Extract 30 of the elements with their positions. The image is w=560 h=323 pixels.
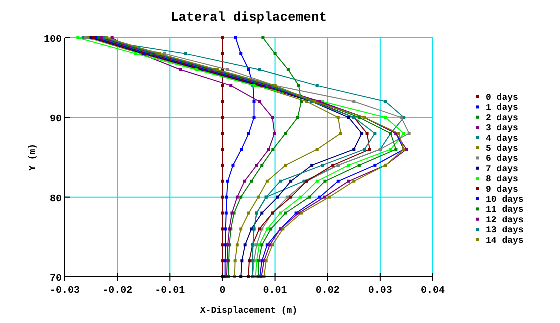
legend-label: 6 days [486,154,518,164]
legend-label: 4 days [486,134,518,144]
y-tick-label: 80 [50,194,62,206]
legend-label: 14 days [486,236,524,246]
legend-label: 1 days [486,103,518,114]
legend-label: 2 days [486,113,518,124]
y-tick-label: 100 [44,35,62,46]
legend-label: 13 days [486,226,524,236]
x-tick-label: 0.03 [368,286,392,297]
legend-label: 0 days [486,93,518,103]
legend-label: 8 days [486,174,518,185]
x-tick-label: 0.04 [420,286,446,297]
y-tick-label: 90 [50,114,62,126]
chart-title: Lateral displacement [170,10,328,25]
x-axis-title: X-Displacement (m) [200,306,298,316]
legend-label: 10 days [486,195,524,205]
x-tick-label: -0.02 [102,286,133,297]
x-tick-label: -0.03 [50,286,80,297]
x-tick-label: 0.02 [316,286,340,297]
y-tick-label: 70 [50,274,62,285]
legend-label: 12 days [486,215,524,226]
legend-label: 11 days [486,205,524,216]
x-tick-label: 0.01 [263,286,288,297]
legend-label: 5 days [486,144,518,154]
legend-label: 7 days [486,164,518,174]
legend-label: 9 days [486,184,518,195]
x-tick-label: -0.01 [155,286,186,297]
x-tick-label: 0 [220,286,226,297]
y-axis-title: Y (m) [28,144,38,172]
legend-label: 3 days [486,124,518,134]
